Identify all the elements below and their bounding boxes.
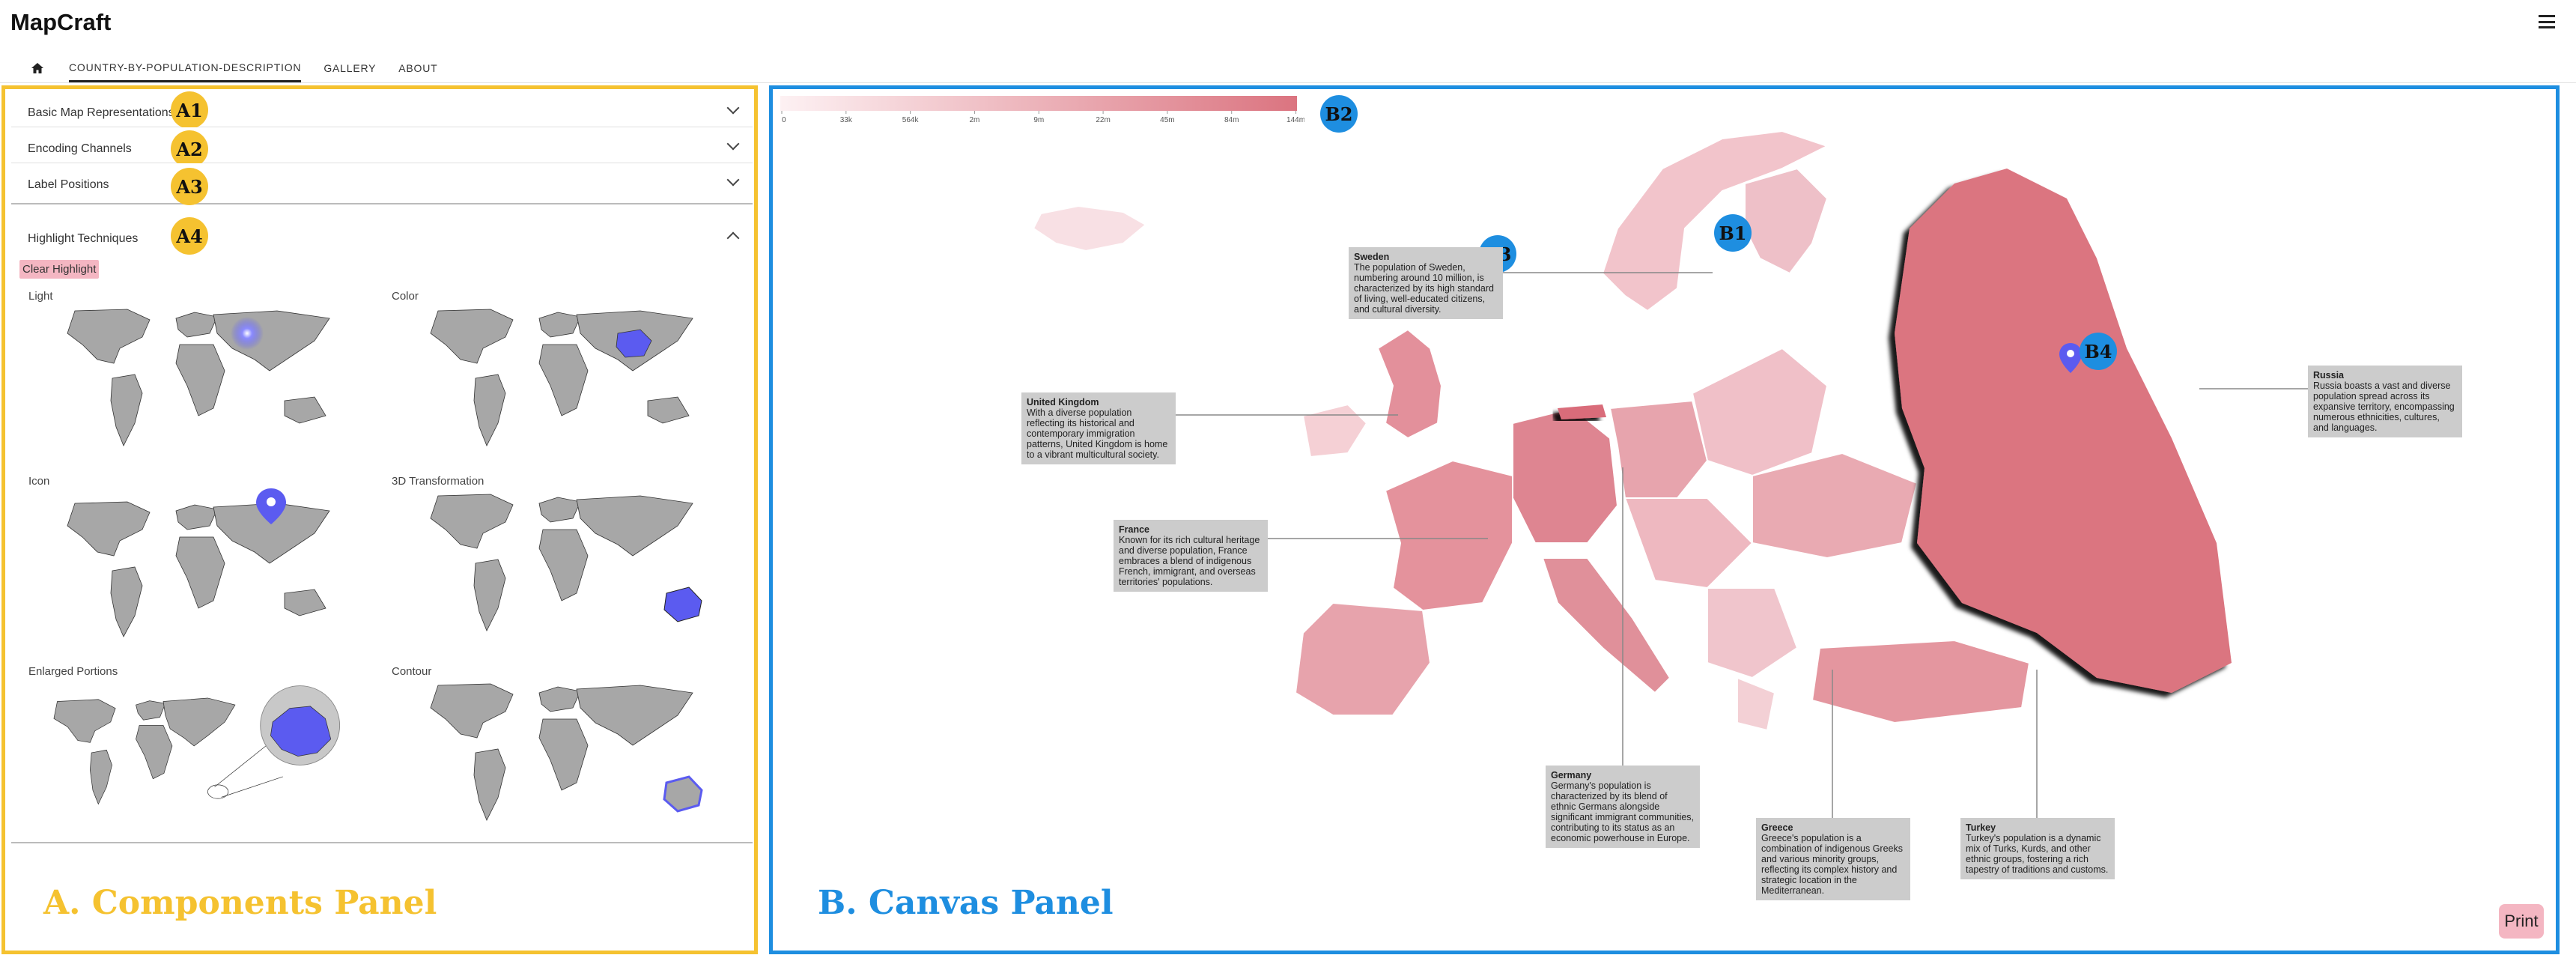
clear-highlight-button[interactable]: Clear Highlight [19,260,100,279]
badge-a3: A3 [171,168,208,205]
world-map-contour[interactable] [393,678,708,828]
callout-greece: Greece Greece's population is a combinati… [1756,818,1910,900]
callout-title: France [1119,524,1149,535]
callout-text: Greece's population is a combination of … [1761,833,1904,896]
callout-title: Sweden [1354,252,1390,262]
world-map-3d[interactable] [393,488,708,638]
callout-title: Turkey [1966,822,1996,833]
callout-france: France Known for its rich cultural herita… [1114,520,1268,592]
tab-about[interactable]: ABOUT [398,62,438,74]
iceland [1033,204,1147,252]
callout-title: Russia [2313,370,2344,381]
callout-text: Germany's population is characterized by… [1551,780,1695,843]
turkey [1811,639,2031,724]
callout-text: Known for its rich cultural heritage and… [1119,535,1260,587]
europe-map[interactable] [1033,124,2306,760]
poland [1609,399,1709,499]
accordion-label-positions[interactable]: Label Positions [11,163,753,204]
world-map-light[interactable] [30,303,344,453]
legend-tick-label: 84m [1224,116,1239,124]
tab-country-by-population[interactable]: COUNTRY-BY-POPULATION-DESCRIPTION [69,54,302,82]
callout-germany: Germany Germany's population is character… [1546,766,1700,848]
legend-tick-label: 2m [970,116,980,124]
chevron-down-icon [726,101,740,115]
scandinavia [1601,130,1829,312]
badge-b1: B1 [1714,214,1752,252]
legend-tick-label: 22m [1096,116,1110,124]
technique-label-icon: Icon [28,475,50,488]
callout-united-kingdom: United Kingdom With a diverse population … [1021,392,1176,464]
nav-tabs: COUNTRY-BY-POPULATION-DESCRIPTION GALLER… [27,54,461,82]
legend-tick-label: 9m [1033,116,1044,124]
world-map-color[interactable] [393,303,708,453]
legend-tick-label: 45m [1160,116,1174,124]
world-map-enlarged[interactable] [30,678,344,828]
callout-text: The population of Sweden, numbering arou… [1354,262,1494,315]
france [1384,459,1513,612]
russia [1895,169,2232,693]
kaliningrad [1558,404,1606,419]
legend-ticks: 0 33k 564k 2m 9m 22m 45m 84m 144m [781,111,1304,124]
legend-tick-label: 144m [1287,116,1304,124]
badge-a1: A1 [171,91,208,129]
callout-text: With a diverse population reflecting its… [1027,407,1168,460]
world-map-icon[interactable] [30,488,344,638]
location-pin-icon [256,488,286,524]
legend-tick-label: 33k [840,116,853,124]
central-europe [1623,497,1754,589]
badge-a2: A2 [171,130,208,168]
technique-label-light: Light [28,290,53,303]
app-title: MapCraft [10,9,112,35]
technique-label-3d: 3D Transformation [392,475,484,488]
technique-label-contour: Contour [392,665,432,678]
chevron-up-icon[interactable] [726,231,740,245]
chevron-down-icon [726,173,740,187]
callout-turkey: Turkey Turkey's population is a dynamic m… [1960,818,2115,879]
home-icon[interactable] [27,58,48,79]
accordion-label: Encoding Channels [28,142,132,155]
united-kingdom [1376,328,1443,440]
iberia [1294,601,1432,716]
callout-russia: Russia Russia boasts a vast and diverse p… [2308,366,2462,437]
callout-title: Germany [1551,770,1592,780]
badge-b2: B2 [1320,95,1358,133]
callout-sweden: Sweden The population of Sweden, numberin… [1349,247,1503,319]
balkans [1707,587,1799,679]
callout-text: Russia boasts a vast and diverse populat… [2313,381,2455,433]
germany [1512,407,1619,544]
legend-tick-label: 0 [782,116,786,124]
components-panel-title: A. Components Panel [43,884,437,922]
callout-text: Turkey's population is a dynamic mix of … [1966,833,2109,875]
technique-label-enlarged: Enlarged Portions [28,665,118,678]
accordion-encoding-channels[interactable]: Encoding Channels [11,127,753,163]
finland [1744,167,1829,275]
accordion-label: Label Positions [28,178,109,191]
location-pin-icon[interactable] [2059,343,2082,373]
accordion-basic-map[interactable]: Basic Map Representations [11,91,753,127]
legend-tick-label: 564k [902,116,920,124]
badge-a4: A4 [171,217,208,255]
callout-title: United Kingdom [1027,397,1099,407]
badge-b4: B4 [2080,333,2117,370]
accordion-label[interactable]: Highlight Techniques [28,232,139,245]
italy [1541,557,1671,694]
top-app-bar: MapCraft COUNTRY-BY-POPULATION-DESCRIPTI… [0,0,2576,83]
population-legend: 0 33k 564k 2m 9m 22m 45m 84m 144m [780,96,1304,124]
ireland [1301,403,1368,458]
canvas-panel-title: B. Canvas Panel [818,884,1114,922]
greece [1737,676,1776,732]
technique-label-color: Color [392,290,419,303]
accordion-label: Basic Map Representations [28,106,174,119]
callout-title: Greece [1761,822,1793,833]
print-button[interactable]: Print [2499,904,2544,939]
baltics-belarus [1691,347,1829,477]
hamburger-menu-icon[interactable] [2539,15,2555,28]
tab-gallery[interactable]: GALLERY [323,62,377,74]
ukraine [1752,452,1919,560]
chevron-down-icon [726,137,740,151]
